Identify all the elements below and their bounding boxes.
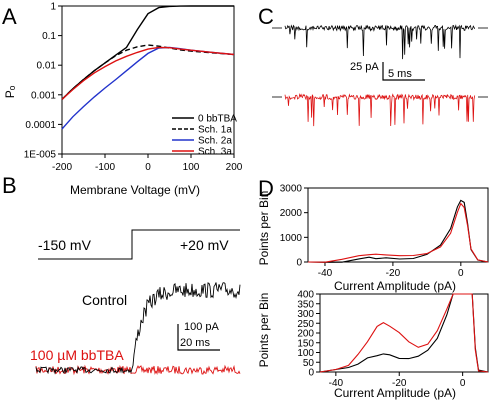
panel-letter-c: C [258,4,274,29]
panel-d-top-xtick-label: -20 [386,268,401,279]
panel-b-trace-bbtba [35,364,241,376]
panel-a-xtick-label: -200 [52,162,72,173]
panel-c-trace-black [284,24,476,60]
panel-c-scale-current: 25 pA [350,61,379,73]
panel-b-scale-bar [177,324,220,351]
panel-d-top-xtick-label: -40 [318,268,333,279]
panel-a-ylabel: Pₒ [3,85,17,98]
panel-c-traces: 25 pA 5 ms [272,24,488,127]
panel-a-legend-label: Sch. 2a [198,136,232,147]
panel-d-bottom-ytick-label: 200 [297,329,314,340]
panel-a-series-line-3 [61,46,235,100]
panel-c-scale-bar [382,62,425,81]
panel-letter-b: B [2,173,17,198]
panel-d-bottom-ytick-label: 300 [297,309,314,320]
protocol-holding-label: -150 mV [38,237,92,253]
panel-c-single-channel-traces [284,24,476,127]
panel-d-bottom-ytick-label: 250 [297,319,314,330]
panel-a-legend-label: Sch. 1a [198,125,232,136]
panel-a-ytick-label: 0.001 [31,90,56,101]
panel-d-bottom-xlabel: Current Amplitude (pA) [334,386,456,400]
panel-a-ytick-label: 0.01 [37,61,57,72]
trace-label-control: Control [82,292,127,308]
panel-b-trace-control [35,282,241,375]
panel-a-xtick-label: 0 [145,162,151,173]
panel-d-bottom-frame [319,293,489,373]
panel-a-legend-label: 0 bbTBA [198,114,237,125]
panel-c-trace-red [284,93,476,127]
panel-d-bottom-ylabel: Points per Bin [257,293,271,368]
panel-d-top-xtick-label: 0 [458,268,464,279]
panel-d-bottom-series-0 [319,293,489,373]
panel-d-top-ytick-label: 2000 [280,208,303,219]
panel-a-series-line-1 [61,44,235,100]
panel-a-legend-label: Sch. 3a [198,147,232,158]
protocol-step-label: +20 mV [180,237,229,253]
panel-a-xtick-label: 100 [183,162,200,173]
panel-d-top-series-1 [307,202,489,263]
panel-d-bottom-ytick-label: 100 [297,348,314,359]
panel-a-axes: -200 -100 0 100 200 1 0.1 0.01 0.001 0.0001 1E-005 [24,2,243,174]
panel-d-bottom-xtick-label: -20 [392,378,407,389]
panel-d-bottom-ytick-label: 0 [308,368,314,379]
panel-a-chart: -200 -100 0 100 200 1 0.1 0.01 0.001 0.0001 1E-005… [3,2,243,198]
panel-a-series [61,5,235,130]
panel-d-top-histogram: -40 -20 0 0 1000 2000 3000 Current Amplitude (… [257,184,489,293]
panel-c-scale-time: 5 ms [388,68,412,80]
panel-d-top-series-0 [307,199,489,263]
panel-d-top-ytick-label: 3000 [280,184,303,195]
panel-letter-d: D [258,176,274,201]
trace-label-bbtba: 100 µM bbTBA [30,347,124,363]
panel-d-bottom-ytick-label: 50 [303,358,315,369]
panel-d-top-ytick-label: 0 [296,258,302,269]
panel-a-ytick-label: 0.0001 [25,120,56,131]
panel-d-bottom-xtick-label: -40 [329,378,344,389]
panel-b-scale-current: 100 pA [184,321,220,333]
panel-d-bottom-ytick-label: 400 [297,290,314,301]
panel-d-bottom-ytick-label: 150 [297,338,314,349]
panel-a-xtick-label: -100 [95,162,115,173]
panel-d-bottom-ytick-label: 350 [297,299,314,310]
panel-b-current-traces [35,282,241,376]
voltage-protocol-line [38,229,240,260]
panel-letter-a: A [2,4,17,29]
panel-a-ytick-label: 1E-005 [24,150,57,161]
panel-d-top-ytick-label: 1000 [280,233,303,244]
panel-a-ytick-label: 1 [50,2,56,13]
panel-b-scale-time: 20 ms [180,337,210,349]
panel-d-top-frame [307,187,489,263]
panel-d-top-ylabel: Points per Bin [257,191,271,266]
panel-d-top-series [307,199,489,263]
panel-d-bottom-series-1 [319,293,489,373]
panel-d-top-axes: -40 -20 0 0 1000 2000 3000 [280,184,489,279]
panel-b-traces: -150 mV +20 mV Control 100 µM bbTBA 100 … [30,229,241,376]
panel-d-top-xlabel: Current Amplitude (pA) [334,279,456,293]
panel-a-xtick-label: 200 [226,162,243,173]
panel-d-bottom-xtick-label: 0 [460,378,466,389]
panel-a-xlabel: Membrane Voltage (mV) [70,183,200,197]
panel-d-bottom-series [319,293,489,373]
panel-a-ytick-label: 0.1 [42,31,56,42]
